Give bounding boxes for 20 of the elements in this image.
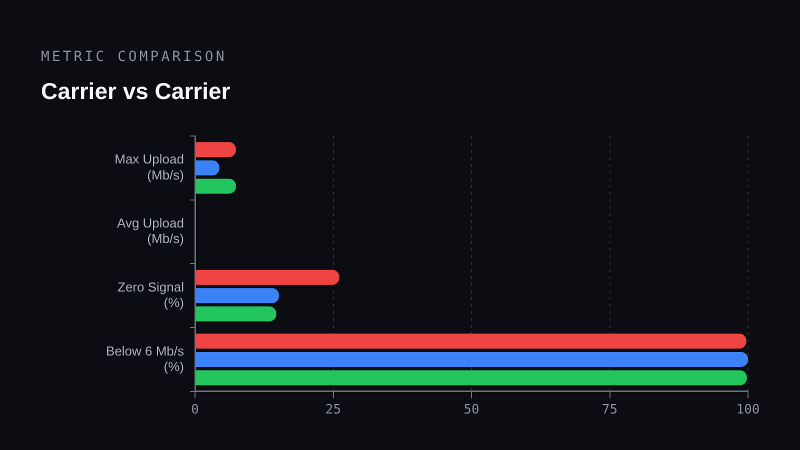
bar: [196, 334, 746, 349]
bar: [196, 370, 747, 386]
x-tick-label: 100: [736, 402, 760, 418]
chart-title: Carrier vs Carrier: [41, 78, 230, 105]
x-tick-label: 75: [602, 402, 618, 418]
bar: [196, 352, 748, 367]
x-tick-label: 50: [464, 402, 480, 418]
y-tick-label: Max Upload (Mb/s): [114, 152, 184, 182]
bar: [196, 178, 236, 194]
bar: [196, 288, 280, 304]
bar: [196, 142, 236, 158]
bar: [196, 160, 220, 176]
bar: [196, 270, 340, 285]
y-tick-label: Zero Signal (%): [118, 279, 184, 310]
y-tick-label: Avg Upload (Mb/s): [117, 216, 184, 246]
bar: [196, 306, 276, 322]
x-tick-label: 25: [325, 402, 342, 418]
y-tick-label: Below 6 Mb/s (%): [106, 343, 184, 374]
x-tick-label: 0: [191, 402, 199, 418]
chart-subtitle: METRIC COMPARISON: [41, 49, 227, 65]
